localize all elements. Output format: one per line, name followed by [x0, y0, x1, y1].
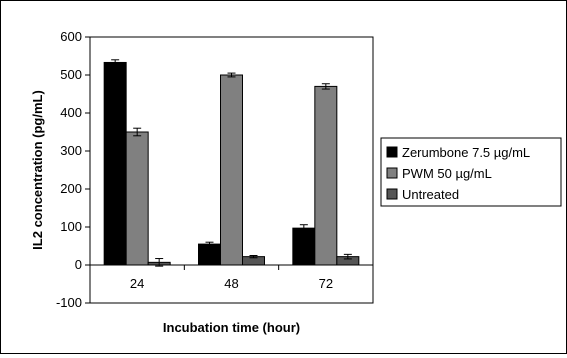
- x-tick-label: 72: [319, 276, 333, 291]
- y-tick-label: -100: [56, 295, 82, 310]
- y-tick-label: 300: [60, 143, 82, 158]
- y-axis: -100 0 100 200 300 400 500 600: [56, 29, 90, 310]
- bar: [103, 61, 127, 266]
- bar: [314, 85, 338, 266]
- bar: [220, 74, 243, 266]
- legend-swatch: [386, 167, 398, 179]
- y-tick-label: 600: [60, 29, 82, 44]
- y-tick-label: 500: [60, 67, 82, 82]
- bar: [292, 227, 316, 266]
- x-axis-title: Incubation time (hour): [163, 320, 300, 335]
- legend-label: Untreated: [402, 187, 459, 202]
- legend-label: PWM 50 µg/mL: [402, 166, 492, 181]
- legend-items: Zerumbone 7.5 µg/mL PWM 50 µg/mL Untreated: [386, 145, 530, 202]
- bar-chart: -100 0 100 200 300 400 500 600 24 48 72 Incubatio…: [30, 29, 562, 335]
- legend: [380, 137, 562, 207]
- x-tick-label: 48: [224, 276, 238, 291]
- x-tick-label: 24: [130, 276, 144, 291]
- legend-swatch: [386, 146, 398, 158]
- y-axis-title: IL2 concentration (pg/mL): [30, 90, 45, 250]
- y-tick-label: 200: [60, 181, 82, 196]
- legend-label: Zerumbone 7.5 µg/mL: [402, 145, 530, 160]
- y-tick-label: 400: [60, 105, 82, 120]
- x-axis: 24 48 72: [89, 265, 333, 291]
- y-tick-label: 0: [75, 257, 82, 272]
- bar: [198, 243, 221, 266]
- y-tick-label: 100: [60, 219, 82, 234]
- legend-swatch: [386, 188, 398, 200]
- bar: [125, 131, 149, 266]
